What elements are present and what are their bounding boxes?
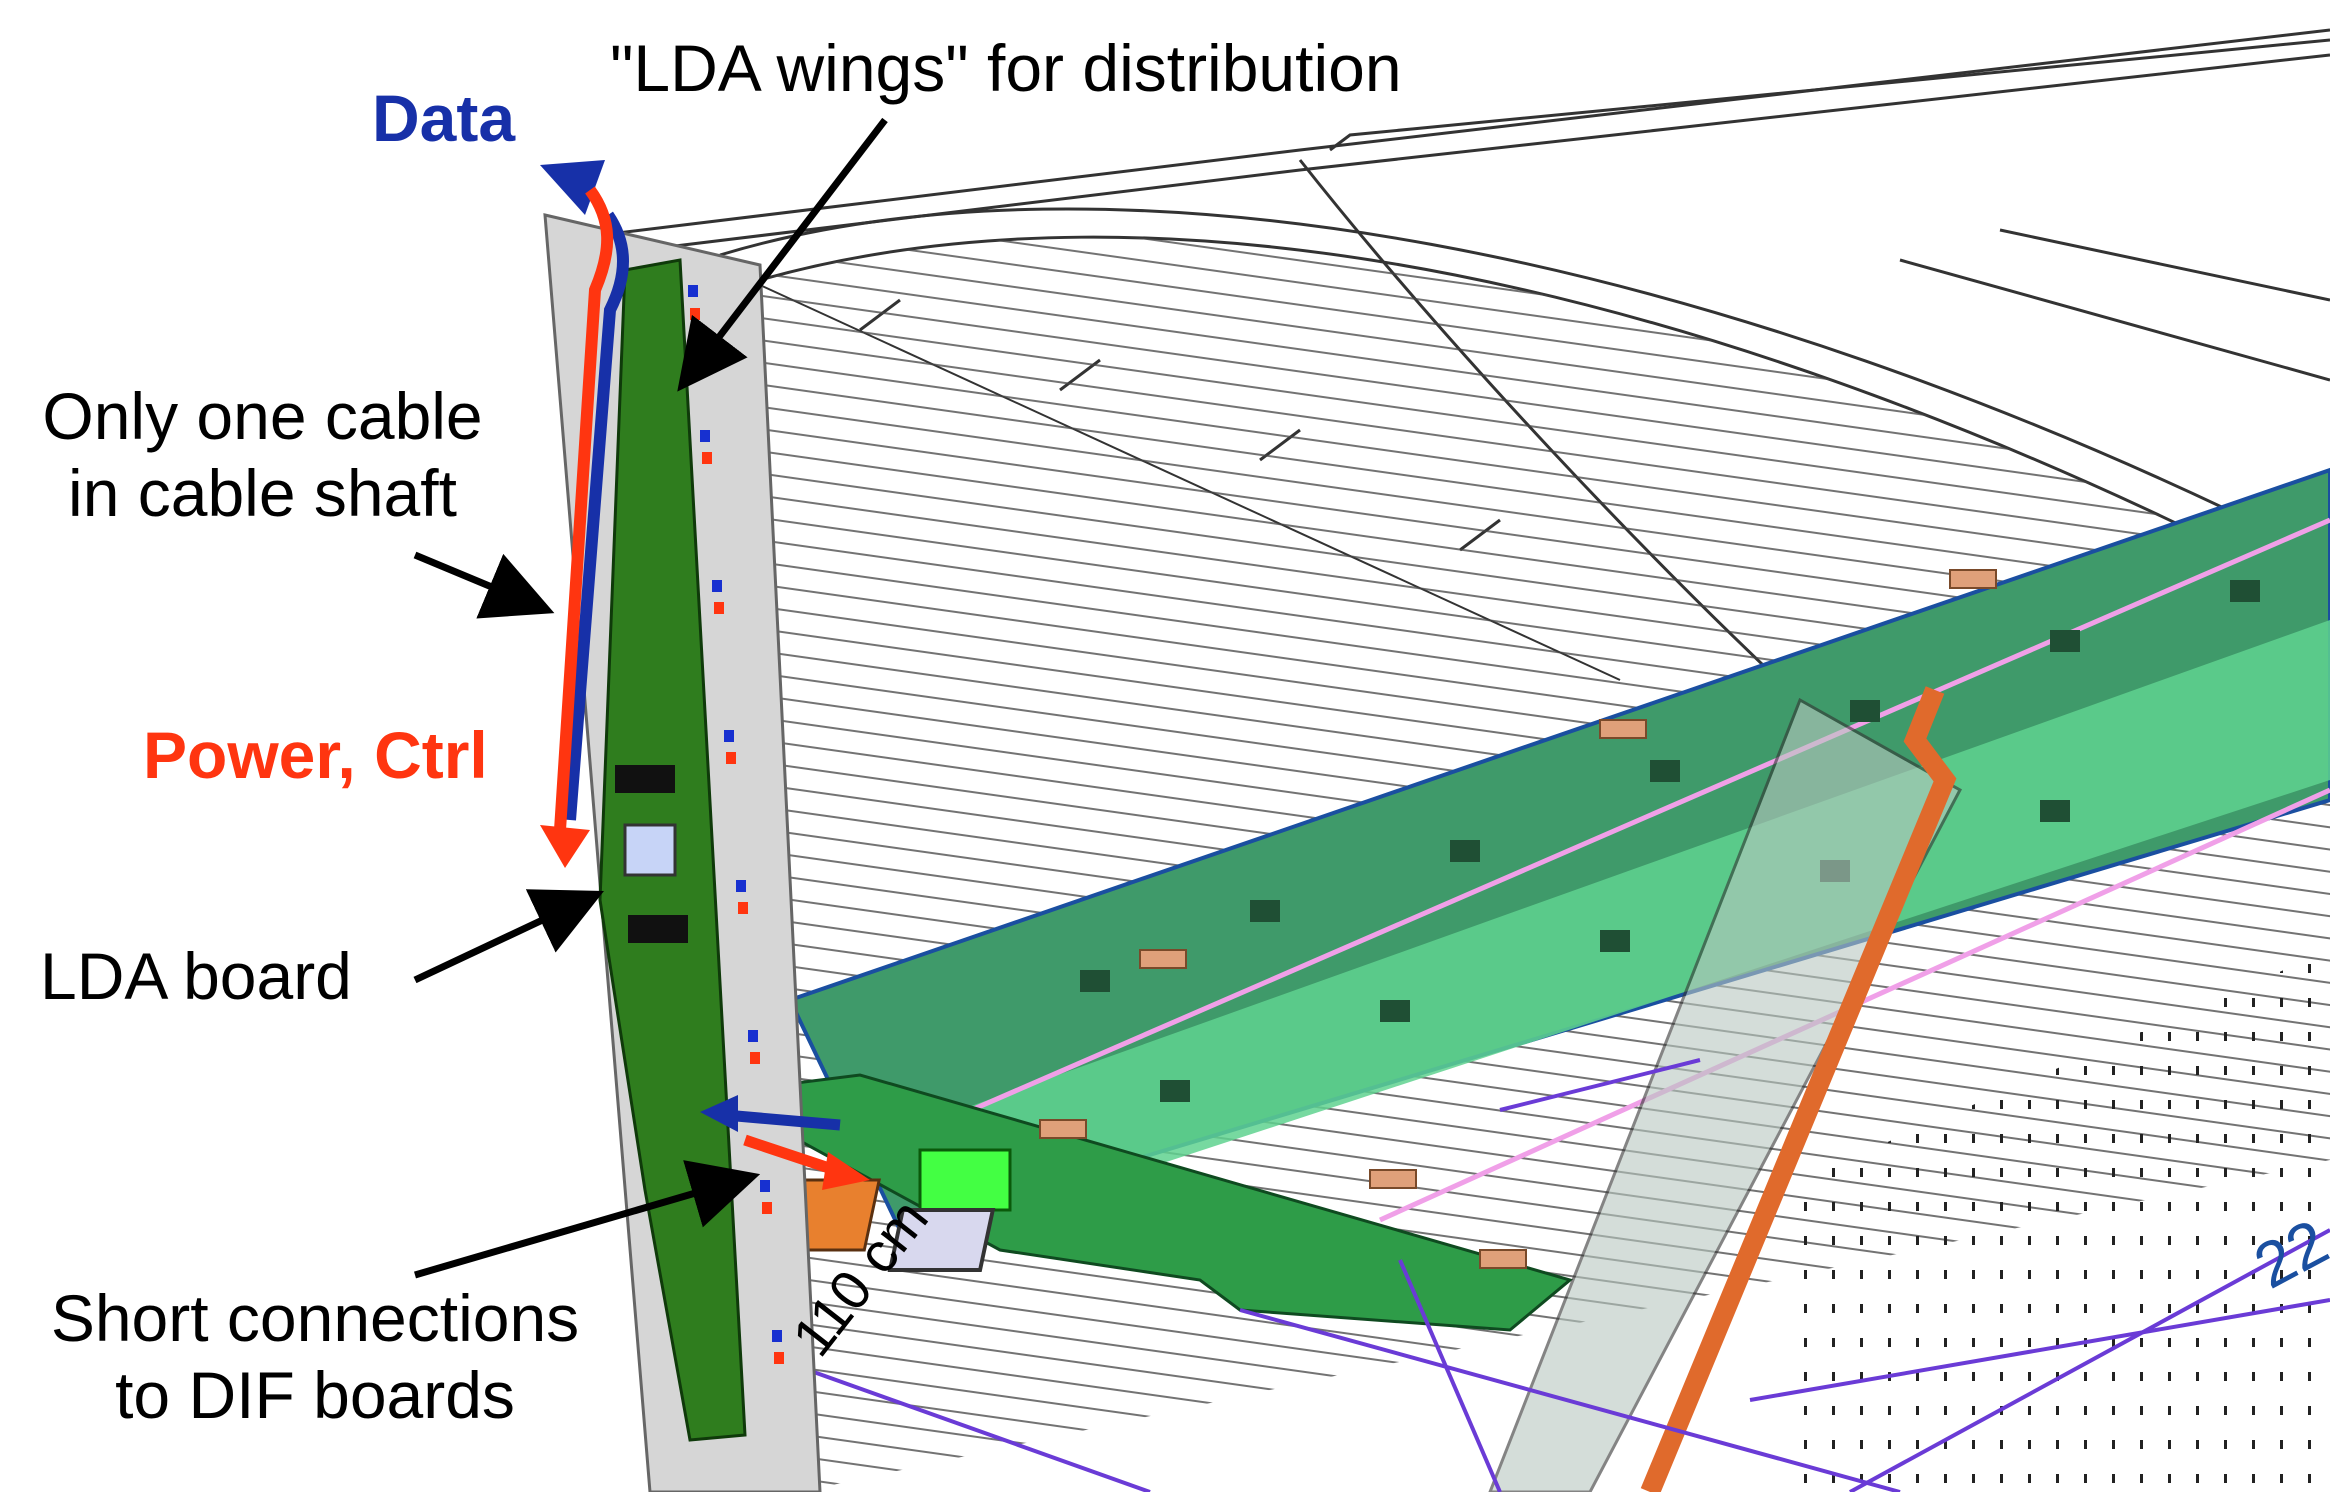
- power-cable: [554, 186, 614, 831]
- orange-cable: [1640, 686, 1957, 1492]
- cable-shaft-panel: [1488, 697, 1963, 1492]
- data-cable: [564, 211, 629, 821]
- arrow-lda-wings: [677, 117, 888, 392]
- power-ctrl-label: Power, Ctrl: [143, 718, 488, 792]
- slab-pads: [1080, 580, 2260, 1102]
- short-connections-line1: Short connections: [50, 1281, 580, 1355]
- dif-power-link: [743, 1134, 837, 1176]
- dif-data-arrowhead: [700, 1095, 738, 1132]
- arrow-short-connections: [414, 1160, 761, 1279]
- cable-shaft-label-line1: Only one cable: [42, 379, 483, 453]
- dotted-wall: [1800, 950, 2330, 1492]
- data-arrowhead: [540, 160, 605, 215]
- blueprint-lines: [779, 1058, 2330, 1492]
- short-connections-line2: to DIF boards: [115, 1357, 515, 1432]
- dif-power-arrowhead: [822, 1152, 870, 1190]
- lda-board-chips: [615, 765, 688, 943]
- arrow-cable-shaft: [413, 551, 555, 619]
- lda-board-label: LDA board: [40, 939, 352, 1013]
- data-label: Data: [372, 81, 516, 155]
- slab-layers: [736, 467, 2330, 1332]
- cable-shaft-label-line2: in cable shaft: [68, 455, 457, 530]
- annotation-arrows: [413, 117, 888, 1279]
- arrow-lda-board: [413, 889, 605, 984]
- lda-wing-pads: [688, 285, 784, 1364]
- slab-pink-edge-1: [959, 517, 2330, 1118]
- dif-chip-green: [918, 1148, 1012, 1212]
- cable-shaft-label: Only one cable in cable shaft: [20, 378, 505, 531]
- slab-highlight: [960, 620, 2330, 1210]
- dif-chip-white: [887, 1208, 996, 1272]
- power-arrowhead: [540, 825, 590, 868]
- short-connections-label: Short connections to DIF boards: [15, 1280, 615, 1433]
- dif-data-link: [724, 1109, 841, 1131]
- lda-wings-label: "LDA wings" for distribution: [610, 31, 1402, 105]
- slab-connectors: [1039, 569, 1997, 1269]
